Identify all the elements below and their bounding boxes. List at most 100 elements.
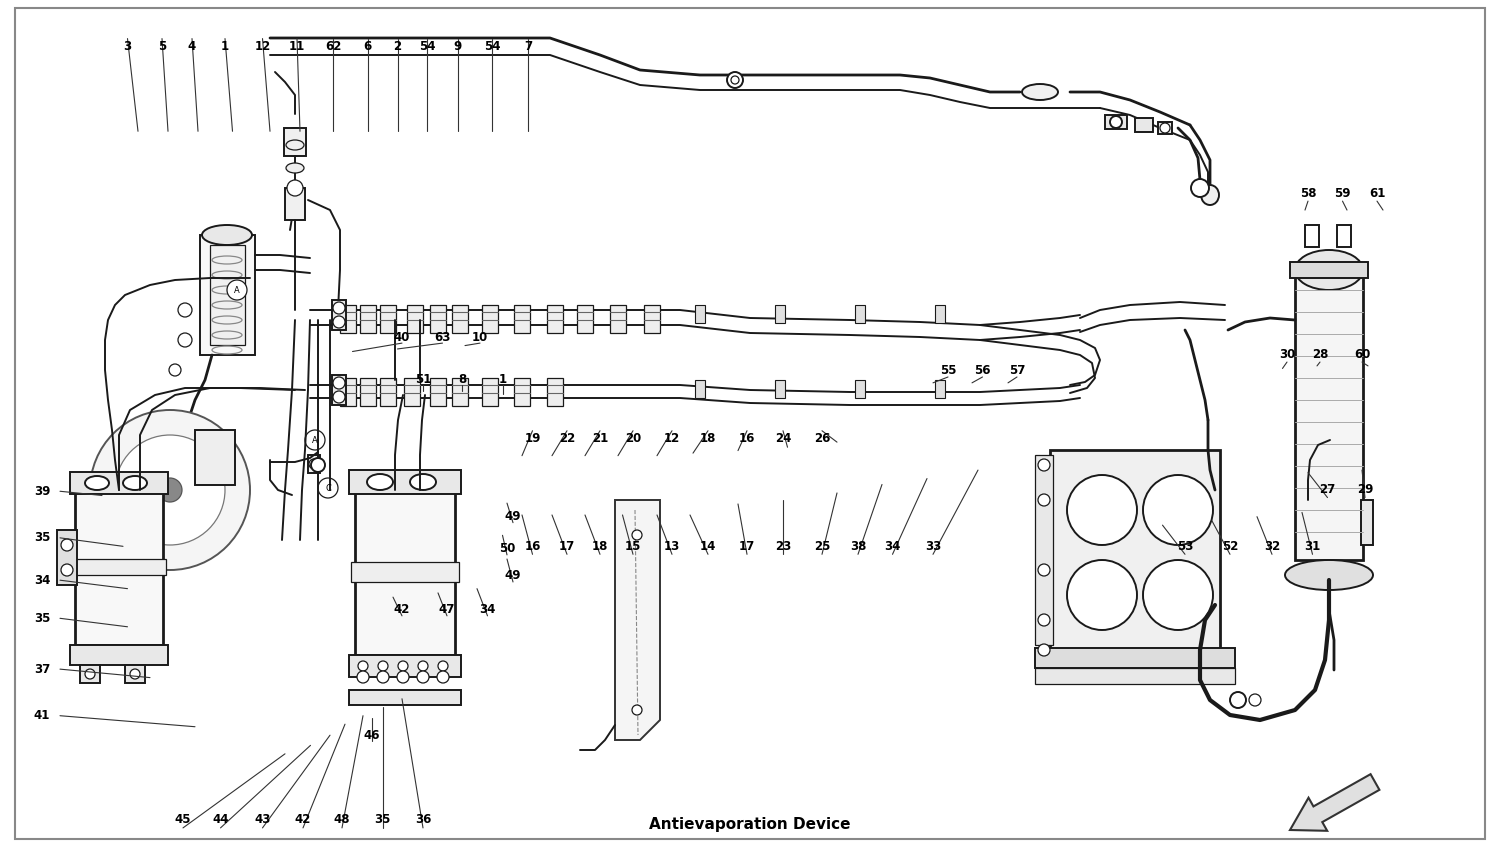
Polygon shape bbox=[26, 20, 460, 530]
Bar bbox=[57, 530, 76, 585]
Circle shape bbox=[333, 316, 345, 328]
Bar bbox=[776, 380, 784, 398]
Text: 61: 61 bbox=[1370, 186, 1384, 200]
FancyArrow shape bbox=[1290, 774, 1380, 831]
Text: 5: 5 bbox=[158, 40, 166, 53]
Text: Antievaporation Device: Antievaporation Device bbox=[650, 817, 850, 833]
Text: 35: 35 bbox=[34, 531, 50, 545]
Ellipse shape bbox=[286, 140, 304, 150]
Text: 9: 9 bbox=[453, 40, 462, 53]
Bar bbox=[75, 490, 164, 645]
Bar bbox=[1294, 270, 1364, 560]
Bar bbox=[70, 645, 168, 665]
Text: 34: 34 bbox=[480, 603, 495, 617]
Bar bbox=[855, 380, 865, 398]
Bar bbox=[285, 188, 304, 220]
Circle shape bbox=[333, 377, 345, 389]
Circle shape bbox=[1038, 459, 1050, 471]
Text: 16: 16 bbox=[740, 432, 754, 446]
Circle shape bbox=[90, 410, 251, 570]
Text: 40: 40 bbox=[394, 330, 410, 344]
Circle shape bbox=[378, 661, 388, 671]
Text: 44: 44 bbox=[213, 813, 228, 827]
Text: 53: 53 bbox=[1178, 540, 1192, 553]
Circle shape bbox=[632, 705, 642, 715]
Bar bbox=[351, 562, 459, 582]
Circle shape bbox=[1110, 116, 1122, 128]
Text: 26: 26 bbox=[815, 432, 830, 446]
Circle shape bbox=[178, 303, 192, 317]
Circle shape bbox=[1066, 475, 1137, 545]
Circle shape bbox=[1250, 694, 1262, 706]
Text: 39: 39 bbox=[34, 484, 50, 498]
Bar bbox=[80, 665, 100, 683]
Bar bbox=[1035, 668, 1234, 684]
Ellipse shape bbox=[1294, 250, 1364, 290]
Circle shape bbox=[86, 669, 94, 679]
Bar bbox=[1290, 262, 1368, 278]
Bar bbox=[1305, 225, 1318, 247]
Text: 13: 13 bbox=[664, 540, 680, 553]
Bar bbox=[200, 235, 255, 355]
Bar bbox=[430, 378, 445, 406]
Circle shape bbox=[1066, 560, 1137, 630]
Bar bbox=[430, 305, 445, 333]
Bar bbox=[350, 655, 460, 677]
Text: 22: 22 bbox=[560, 432, 574, 446]
Polygon shape bbox=[615, 500, 660, 740]
Bar bbox=[1158, 122, 1172, 134]
Circle shape bbox=[728, 72, 742, 88]
Text: 42: 42 bbox=[394, 603, 410, 617]
Text: 41: 41 bbox=[34, 709, 50, 722]
Circle shape bbox=[730, 76, 740, 84]
Text: 63: 63 bbox=[435, 330, 450, 344]
Ellipse shape bbox=[410, 474, 436, 490]
Bar bbox=[1136, 118, 1154, 132]
Text: 45: 45 bbox=[174, 813, 192, 827]
Text: 30: 30 bbox=[1280, 347, 1294, 361]
Bar bbox=[855, 305, 865, 323]
Circle shape bbox=[417, 671, 429, 683]
Text: 3: 3 bbox=[123, 40, 132, 53]
Bar bbox=[452, 378, 468, 406]
Bar bbox=[482, 305, 498, 333]
Circle shape bbox=[310, 458, 326, 472]
Bar bbox=[1035, 648, 1234, 668]
Bar bbox=[610, 305, 626, 333]
Text: 54: 54 bbox=[419, 40, 435, 53]
Text: 14: 14 bbox=[700, 540, 715, 553]
Text: 16: 16 bbox=[525, 540, 540, 553]
Text: 57: 57 bbox=[1010, 364, 1025, 378]
Bar bbox=[284, 128, 306, 156]
Circle shape bbox=[398, 671, 410, 683]
Text: 20: 20 bbox=[626, 432, 640, 446]
Text: A: A bbox=[312, 435, 318, 445]
Circle shape bbox=[357, 671, 369, 683]
Circle shape bbox=[1038, 644, 1050, 656]
Bar bbox=[1360, 500, 1372, 545]
Ellipse shape bbox=[1022, 84, 1058, 100]
Text: A: A bbox=[234, 285, 240, 295]
Circle shape bbox=[170, 364, 182, 376]
Bar bbox=[1035, 455, 1053, 645]
Circle shape bbox=[62, 539, 74, 551]
Text: 7: 7 bbox=[524, 40, 532, 53]
Bar bbox=[776, 305, 784, 323]
Text: 11: 11 bbox=[290, 40, 304, 53]
Bar bbox=[934, 305, 945, 323]
Bar bbox=[694, 380, 705, 398]
Circle shape bbox=[436, 671, 448, 683]
Ellipse shape bbox=[1202, 185, 1219, 205]
Text: 15: 15 bbox=[626, 540, 640, 553]
Bar bbox=[350, 690, 460, 705]
Text: 31: 31 bbox=[1305, 540, 1320, 553]
Bar bbox=[340, 378, 356, 406]
Text: 34: 34 bbox=[34, 573, 50, 587]
Text: 51: 51 bbox=[416, 373, 430, 386]
Text: 12: 12 bbox=[664, 432, 680, 446]
Text: 6: 6 bbox=[363, 40, 372, 53]
Text: 17: 17 bbox=[740, 540, 754, 553]
Text: 1: 1 bbox=[220, 40, 230, 53]
Circle shape bbox=[419, 661, 428, 671]
Bar bbox=[332, 300, 346, 330]
